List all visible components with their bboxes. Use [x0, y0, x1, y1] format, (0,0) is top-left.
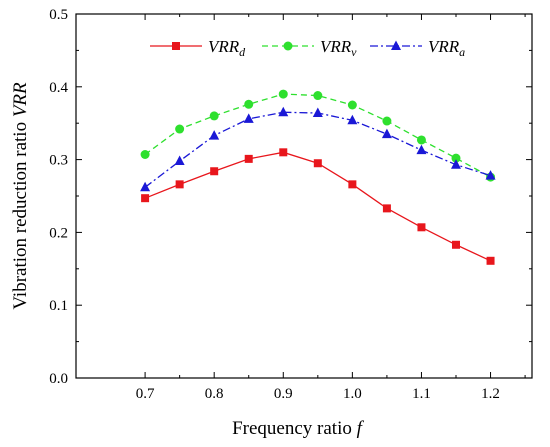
legend-label: VRRd	[208, 37, 246, 59]
data-point-VRRd	[210, 167, 219, 176]
data-point-VRRd	[486, 256, 495, 265]
data-point-VRRv	[382, 116, 392, 126]
y-tick-label: 0.2	[49, 225, 68, 241]
y-tick-label: 0.4	[49, 80, 68, 96]
data-point-VRRa	[485, 170, 496, 180]
data-point-VRRv	[140, 150, 150, 160]
legend-label-base: VRR	[208, 37, 240, 56]
data-point-VRRv	[175, 124, 185, 134]
legend: VRRd VRRv VRRa	[150, 37, 465, 59]
y-axis-title: Vibration reduction ratio VRR	[10, 82, 31, 310]
legend-item-VRRd: VRRd	[150, 37, 246, 59]
x-axis-title-text: Frequency ratio	[232, 418, 357, 439]
x-tick-label: 1.1	[412, 386, 431, 402]
legend-marker	[283, 41, 293, 51]
ticks-layer: 0.7 0.8 0.9 1.0 1.1 1.2 0.0 0.1 0.2 0.3 0.4 0.5	[49, 7, 532, 402]
data-point-VRRa	[243, 113, 254, 123]
data-point-VRRa	[416, 144, 427, 155]
y-tick-label: 0.5	[49, 7, 68, 23]
x-axis-title: Frequency ratio f	[232, 418, 365, 439]
x-tick-label: 0.8	[205, 386, 224, 402]
series-VRRa	[140, 106, 496, 192]
y-tick-label: 0.0	[49, 371, 68, 387]
data-point-VRRd	[382, 204, 391, 213]
x-tick-label: 0.7	[136, 386, 155, 402]
x-tick-label: 1.2	[481, 386, 500, 402]
y-tick-label: 0.1	[49, 298, 68, 314]
y-axis-title-text: Vibration reduction ratio	[10, 117, 31, 310]
data-point-VRRv	[244, 99, 254, 109]
series-layer	[140, 89, 496, 265]
legend-label-subscript: a	[459, 45, 465, 59]
series-line-VRRv	[144, 93, 491, 178]
data-point-VRRa	[312, 107, 323, 118]
y-axis-title-variable: VRR	[10, 82, 31, 117]
data-point-VRRv	[209, 111, 219, 121]
data-point-VRRa	[209, 130, 220, 140]
data-point-VRRd	[244, 154, 253, 163]
legend-label: VRRa	[428, 37, 465, 59]
data-point-VRRd	[417, 223, 426, 232]
legend-marker	[391, 40, 401, 50]
data-point-VRRa	[140, 181, 151, 192]
data-point-VRRd	[452, 240, 460, 249]
data-point-VRRv	[347, 100, 357, 110]
legend-item-VRRv: VRRv	[262, 37, 357, 59]
data-point-VRRa	[451, 159, 461, 169]
x-axis-title-variable: f	[357, 418, 365, 439]
x-tick-label: 1.0	[343, 386, 362, 402]
data-point-VRRa	[174, 155, 185, 166]
legend-label-base: VRR	[428, 37, 460, 56]
legend-item-VRRa: VRRa	[370, 37, 465, 59]
legend-label-subscript: v	[351, 45, 357, 59]
data-point-VRRv	[278, 89, 288, 99]
data-point-VRRv	[313, 91, 323, 101]
data-point-VRRa	[278, 106, 289, 117]
data-point-VRRd	[348, 180, 357, 189]
legend-label-subscript: d	[239, 45, 246, 59]
data-point-VRRd	[175, 180, 184, 189]
data-point-VRRv	[416, 135, 426, 145]
data-point-VRRd	[279, 148, 288, 157]
data-point-VRRa	[381, 128, 392, 139]
data-point-VRRv	[451, 153, 461, 163]
legend-label-base: VRR	[320, 37, 352, 56]
y-tick-label: 0.3	[49, 153, 68, 169]
data-point-VRRd	[313, 159, 322, 168]
legend-marker	[172, 42, 180, 50]
data-point-VRRa	[347, 114, 358, 125]
legend-label: VRRv	[320, 37, 357, 59]
x-tick-label: 0.9	[274, 386, 293, 402]
series-VRRd	[141, 148, 495, 265]
data-point-VRRd	[141, 194, 150, 203]
